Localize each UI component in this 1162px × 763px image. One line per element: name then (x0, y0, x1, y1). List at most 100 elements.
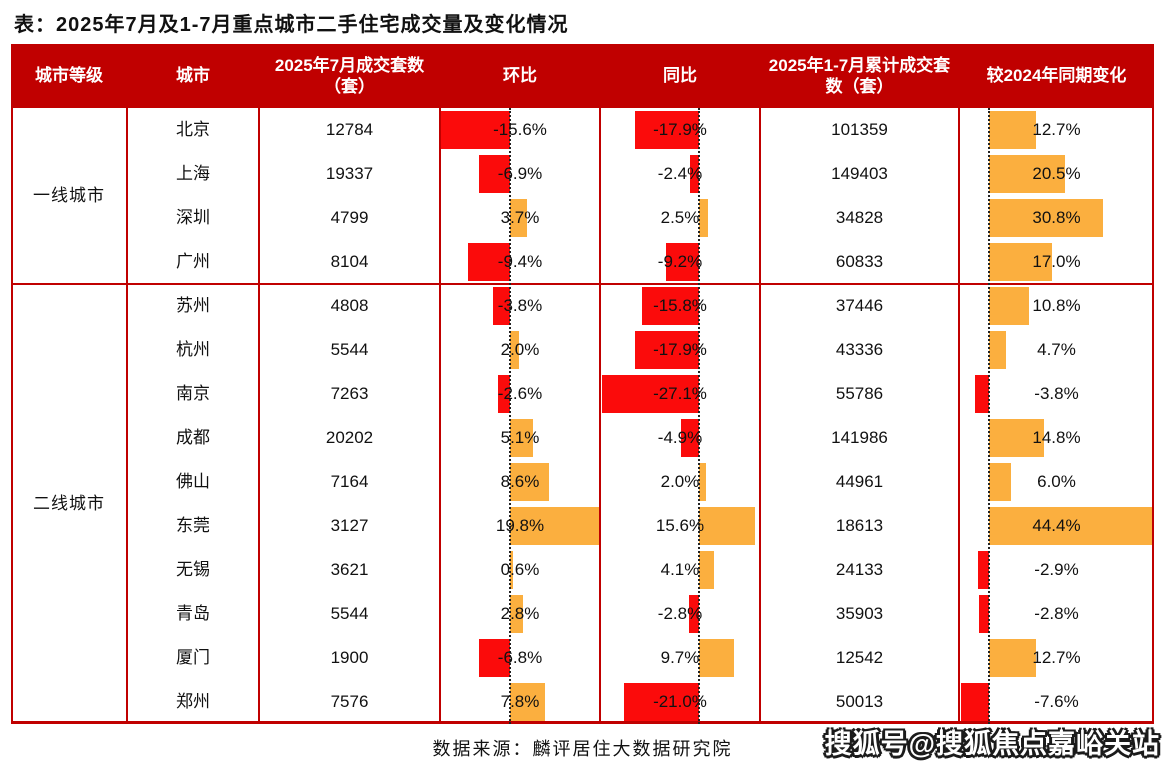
yoy-value: 4.1% (660, 560, 700, 579)
yoy-value: -21.0% (653, 692, 707, 711)
july-count-cell: 7576 (330, 692, 369, 711)
vs2024-value: 12.7% (1032, 120, 1081, 139)
mom-value: 7.8% (500, 692, 540, 711)
cumulative-count-cell: 35903 (835, 604, 884, 623)
yoy-value: -15.8% (653, 296, 707, 315)
yoy-bar (642, 287, 699, 325)
column-header-city-tier: 城市等级 (35, 66, 103, 86)
city-cell: 北京 (176, 120, 210, 139)
july-count-cell: 8104 (330, 252, 369, 271)
column-divider (439, 108, 441, 724)
yoy-value: -2.8% (657, 604, 703, 623)
vs2024-value: 17.0% (1032, 252, 1081, 271)
july-count-cell: 5544 (330, 340, 369, 359)
yoy-zero-baseline (698, 108, 700, 724)
column-header-city: 城市 (176, 66, 210, 86)
cumulative-count-cell: 55786 (835, 384, 884, 403)
mom-bar (510, 551, 513, 589)
vs2024-value: 10.8% (1032, 296, 1081, 315)
cumulative-count-cell: 24133 (835, 560, 884, 579)
city-cell: 成都 (176, 428, 210, 447)
column-header-vs2024: 较2024年同期变化 (986, 66, 1127, 86)
yoy-bar (634, 331, 699, 369)
mom-bar (479, 155, 510, 193)
vs2024-bar (989, 287, 1029, 325)
yoy-bar (666, 243, 699, 281)
vs2024-value: 6.0% (1037, 472, 1076, 491)
cumulative-count-cell: 50013 (835, 692, 884, 711)
city-cell: 广州 (176, 252, 210, 271)
mom-value: 3.7% (500, 208, 540, 227)
yoy-value: -17.9% (653, 340, 707, 359)
vs2024-value: 20.5% (1032, 164, 1081, 183)
cumulative-count-cell: 60833 (835, 252, 884, 271)
table-header: 城市等级 城市 2025年7月成交套数（套） 环比 同比 2025年1-7月累计… (11, 44, 1154, 108)
vs2024-value: 14.8% (1032, 428, 1081, 447)
yoy-bar (681, 419, 699, 457)
mom-zero-baseline (509, 108, 511, 724)
july-count-cell: 7164 (330, 472, 369, 491)
city-cell: 厦门 (176, 648, 210, 667)
vs2024-bar (989, 419, 1044, 457)
vs2024-bar (978, 595, 989, 633)
mom-value: -15.6% (493, 120, 547, 139)
column-divider (958, 108, 960, 724)
cumulative-count-cell: 34828 (835, 208, 884, 227)
city-cell: 深圳 (176, 208, 210, 227)
yoy-bar (623, 683, 699, 721)
mom-bar (498, 375, 510, 413)
mom-value: 2.0% (500, 340, 540, 359)
column-header-july-count: 2025年7月成交套数（套） (274, 55, 425, 96)
cumulative-count-cell: 44961 (835, 472, 884, 491)
cumulative-count-cell: 149403 (831, 164, 888, 183)
tier-label-second: 二线城市 (33, 494, 105, 513)
yoy-value: 9.7% (660, 648, 700, 667)
july-count-cell: 7263 (330, 384, 369, 403)
vs2024-bar (989, 507, 1153, 545)
july-count-cell: 12784 (325, 120, 374, 139)
july-count-cell: 4808 (330, 296, 369, 315)
city-cell: 杭州 (176, 340, 210, 359)
table-border-bottom (11, 721, 1154, 724)
mom-bar (479, 639, 510, 677)
yoy-value: 15.6% (655, 516, 705, 535)
column-divider (759, 108, 761, 724)
mom-value: 5.1% (500, 428, 540, 447)
yoy-value: -27.1% (653, 384, 707, 403)
column-divider (126, 108, 128, 724)
vs2024-value: 12.7% (1032, 648, 1081, 667)
july-count-cell: 20202 (325, 428, 374, 447)
mom-value: -2.6% (497, 384, 543, 403)
vs2024-bar (989, 463, 1012, 501)
yoy-bar (699, 463, 707, 501)
yoy-bar (601, 375, 699, 413)
cumulative-count-cell: 101359 (831, 120, 888, 139)
july-count-cell: 5544 (330, 604, 369, 623)
vs2024-bar (974, 375, 989, 413)
yoy-value: 2.5% (660, 208, 700, 227)
vs2024-value: -2.9% (1034, 560, 1079, 579)
july-count-cell: 3621 (330, 560, 369, 579)
mom-value: 8.6% (500, 472, 540, 491)
vs2024-value: -3.8% (1034, 384, 1079, 403)
vs2024-bar (989, 243, 1052, 281)
watermark: 搜狐号@搜狐焦点嘉峪关站 (824, 729, 1160, 759)
yoy-bar (690, 155, 699, 193)
column-header-cumulative: 2025年1-7月累计成交套数（套） (768, 55, 951, 96)
city-cell: 无锡 (176, 560, 210, 579)
july-count-cell: 1900 (330, 648, 369, 667)
vs2024-zero-baseline (988, 108, 990, 724)
mom-bar (510, 507, 599, 545)
vs2024-bar (989, 639, 1036, 677)
vs2024-bar (989, 199, 1103, 237)
july-count-cell: 3127 (330, 516, 369, 535)
data-source: 数据来源：麟评居住大数据研究院 (432, 739, 733, 759)
vs2024-value: -7.6% (1034, 692, 1079, 711)
vs2024-bar (989, 111, 1036, 149)
july-count-cell: 4799 (330, 208, 369, 227)
page-title: 表：2025年7月及1-7月重点城市二手住宅成交量及变化情况 (14, 14, 569, 36)
cumulative-count-cell: 43336 (835, 340, 884, 359)
cumulative-count-cell: 141986 (831, 428, 888, 447)
yoy-bar (699, 639, 734, 677)
july-count-cell: 19337 (325, 164, 374, 183)
